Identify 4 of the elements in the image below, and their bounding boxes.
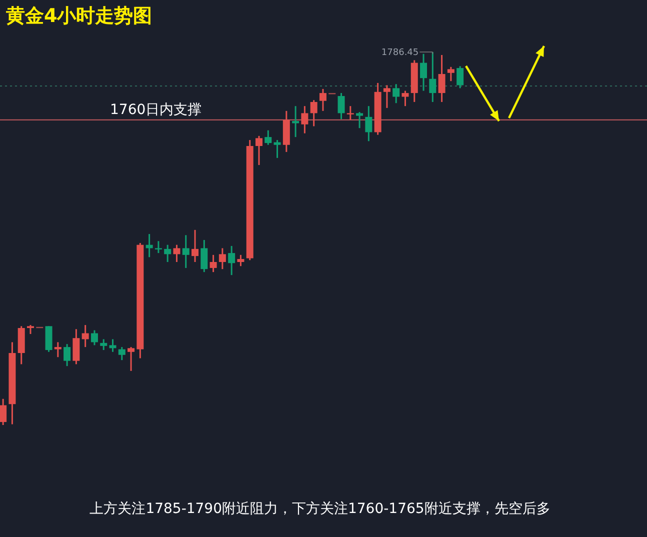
ref-line-label: 1760日内支撑 [110,102,202,118]
annotation: 1786.45 [381,48,419,58]
text: 上方关注1785-1790附近阻力，下方关注1760-1765附近支撑，先空后多 [90,501,550,517]
chart-title: 黄金4小时走势图 [5,5,152,27]
